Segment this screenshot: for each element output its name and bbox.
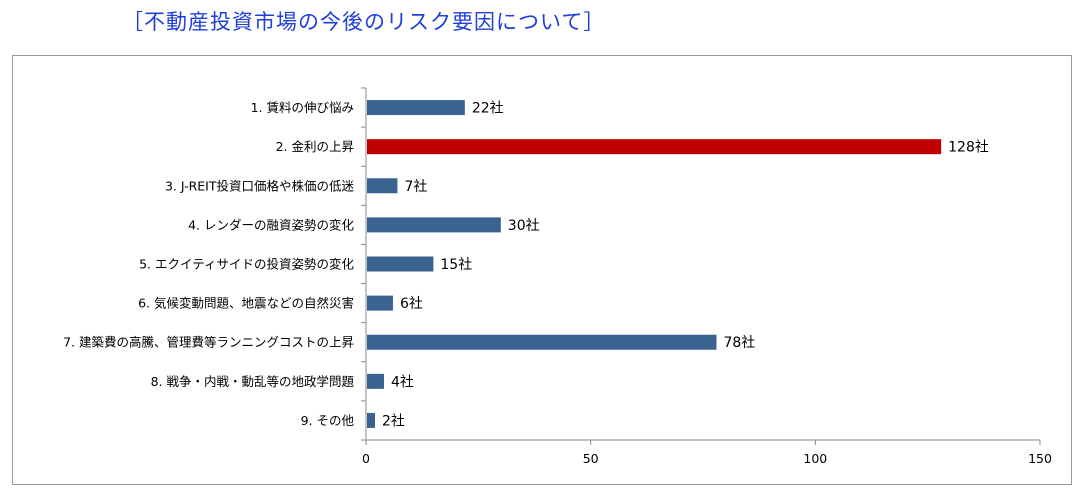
category-label: 6. 気候変動問題、地震などの自然災害 xyxy=(138,296,354,311)
category-label: 8. 戦争・内戦・動乱等の地政学問題 xyxy=(151,374,355,389)
category-label: 2. 金利の上昇 xyxy=(276,139,354,154)
value-label: 128社 xyxy=(948,140,989,156)
value-label: 15社 xyxy=(440,257,472,273)
category-label: 3. J-REIT投資口価格や株価の低迷 xyxy=(165,178,355,193)
bar xyxy=(367,256,434,272)
page-title: ［不動産投資市場の今後のリスク要因について］ xyxy=(122,10,606,34)
value-label: 7社 xyxy=(404,179,427,195)
bar xyxy=(367,334,717,350)
category-label: 4. レンダーの融資姿勢の変化 xyxy=(188,217,354,232)
x-tick-label: 0 xyxy=(362,451,370,466)
value-label: 6社 xyxy=(400,296,423,312)
bar xyxy=(367,100,465,116)
value-label: 78社 xyxy=(723,335,755,351)
category-label: 5. エクイティサイドの投資姿勢の変化 xyxy=(139,257,354,272)
bar xyxy=(367,295,393,311)
x-tick-label: 150 xyxy=(1028,451,1052,466)
category-label: 7. 建築費の高騰、管理費等ランニングコストの上昇 xyxy=(63,335,354,350)
bar xyxy=(367,217,501,233)
bar xyxy=(367,178,398,194)
value-label: 30社 xyxy=(508,218,540,234)
value-label: 4社 xyxy=(391,374,414,390)
value-label: 2社 xyxy=(382,413,405,429)
bar xyxy=(367,139,942,155)
bar xyxy=(367,373,384,389)
x-tick-label: 100 xyxy=(803,451,827,466)
value-label: 22社 xyxy=(472,101,504,117)
category-label: 9. その他 xyxy=(301,413,355,428)
chart-frame xyxy=(12,55,1072,485)
x-tick-label: 50 xyxy=(583,451,599,466)
bar xyxy=(367,412,375,428)
category-label: 1. 賃料の伸び悩み xyxy=(251,100,354,115)
